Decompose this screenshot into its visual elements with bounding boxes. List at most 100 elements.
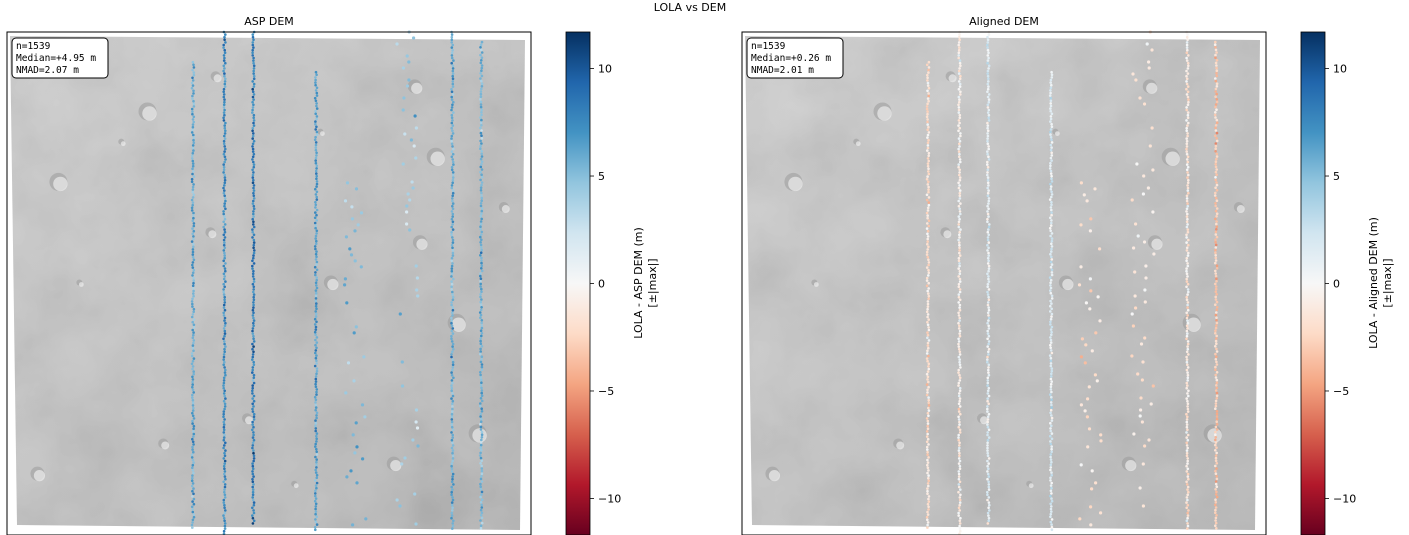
lola-point <box>957 340 961 343</box>
lola-point <box>1085 415 1089 419</box>
lola-point <box>1187 98 1190 101</box>
lola-point <box>451 360 455 364</box>
lola-point <box>479 514 483 517</box>
lola-point <box>1215 199 1219 202</box>
lola-point <box>313 330 317 334</box>
lola-point <box>406 192 410 196</box>
lola-point <box>1049 229 1052 233</box>
lola-point <box>1134 222 1138 226</box>
lola-point <box>252 288 255 291</box>
lola-point <box>1150 48 1154 52</box>
lola-point <box>1214 506 1218 509</box>
lola-point <box>958 532 961 535</box>
lola-point <box>222 225 225 229</box>
lola-point <box>1215 462 1219 465</box>
lola-point <box>986 194 990 198</box>
lola-point <box>191 463 195 467</box>
lola-point <box>1215 220 1218 223</box>
lola-point <box>1213 194 1217 197</box>
lola-point <box>1050 297 1054 300</box>
lola-point <box>252 59 255 62</box>
lola-point <box>480 417 483 421</box>
colorbar-tick-label: 0 <box>1333 278 1340 291</box>
lola-point <box>400 384 405 388</box>
lola-point <box>450 384 453 387</box>
lola-point <box>480 480 484 483</box>
lola-point <box>251 134 255 138</box>
lola-point <box>450 516 453 520</box>
lola-point <box>958 319 961 322</box>
lola-point <box>479 53 482 57</box>
lola-point <box>986 46 989 49</box>
lola-point <box>958 139 962 143</box>
lola-point <box>1185 480 1188 484</box>
lola-point <box>1214 326 1218 330</box>
lola-point <box>926 510 929 514</box>
lola-point <box>986 407 989 411</box>
lola-point <box>315 346 318 350</box>
lola-point <box>223 124 226 127</box>
lola-point <box>1049 206 1053 209</box>
lola-point <box>958 277 962 281</box>
lola-point <box>958 397 962 400</box>
lola-point <box>1050 73 1054 77</box>
lola-point <box>987 295 990 299</box>
lola-point <box>926 84 930 87</box>
lola-point <box>1050 497 1053 500</box>
lola-point <box>224 41 227 44</box>
lola-point <box>1096 295 1100 299</box>
lola-point <box>450 337 453 341</box>
lola-point <box>223 329 227 333</box>
lola-point <box>1050 333 1053 337</box>
lola-point <box>315 453 319 456</box>
lola-point <box>1186 485 1190 489</box>
lola-point <box>1186 301 1190 304</box>
lola-point <box>958 38 961 42</box>
lola-point <box>451 381 454 385</box>
lola-point <box>957 514 960 517</box>
lola-point <box>451 449 455 452</box>
lola-point <box>1186 48 1189 52</box>
lola-point <box>251 126 255 130</box>
lola-point <box>315 278 319 282</box>
lola-point <box>1214 254 1217 257</box>
lola-point <box>986 493 989 497</box>
lola-point <box>959 212 962 216</box>
lola-point <box>252 160 255 164</box>
lola-point <box>1215 423 1219 426</box>
lola-point <box>1099 439 1103 443</box>
lola-point <box>1050 263 1054 266</box>
lola-point <box>480 326 484 330</box>
lola-point <box>1186 402 1190 406</box>
lola-point <box>986 150 989 153</box>
lola-point <box>1215 293 1218 296</box>
lola-point <box>450 490 454 494</box>
lola-point <box>451 457 455 460</box>
lola-point <box>1215 467 1218 470</box>
lola-point <box>480 155 484 158</box>
lola-point <box>224 158 227 161</box>
lola-point <box>1186 511 1189 515</box>
lola-point <box>480 191 483 195</box>
lola-point <box>1215 155 1219 158</box>
lola-point <box>224 269 227 273</box>
lola-point <box>1050 174 1053 178</box>
lola-point <box>251 368 254 372</box>
lola-point <box>223 38 226 42</box>
lola-point <box>987 269 990 273</box>
lola-point <box>1050 525 1054 529</box>
lola-point <box>479 384 483 387</box>
lola-point <box>451 472 455 476</box>
lola-point <box>958 280 962 283</box>
lola-point <box>480 163 483 166</box>
lola-point <box>1215 397 1219 400</box>
lola-point <box>1151 168 1155 172</box>
lola-point <box>192 424 196 428</box>
lola-point <box>251 467 255 471</box>
lola-point <box>1186 275 1189 278</box>
lola-point <box>958 61 962 65</box>
lola-point <box>927 71 930 74</box>
lola-point <box>1049 96 1053 100</box>
lola-point <box>927 131 931 134</box>
